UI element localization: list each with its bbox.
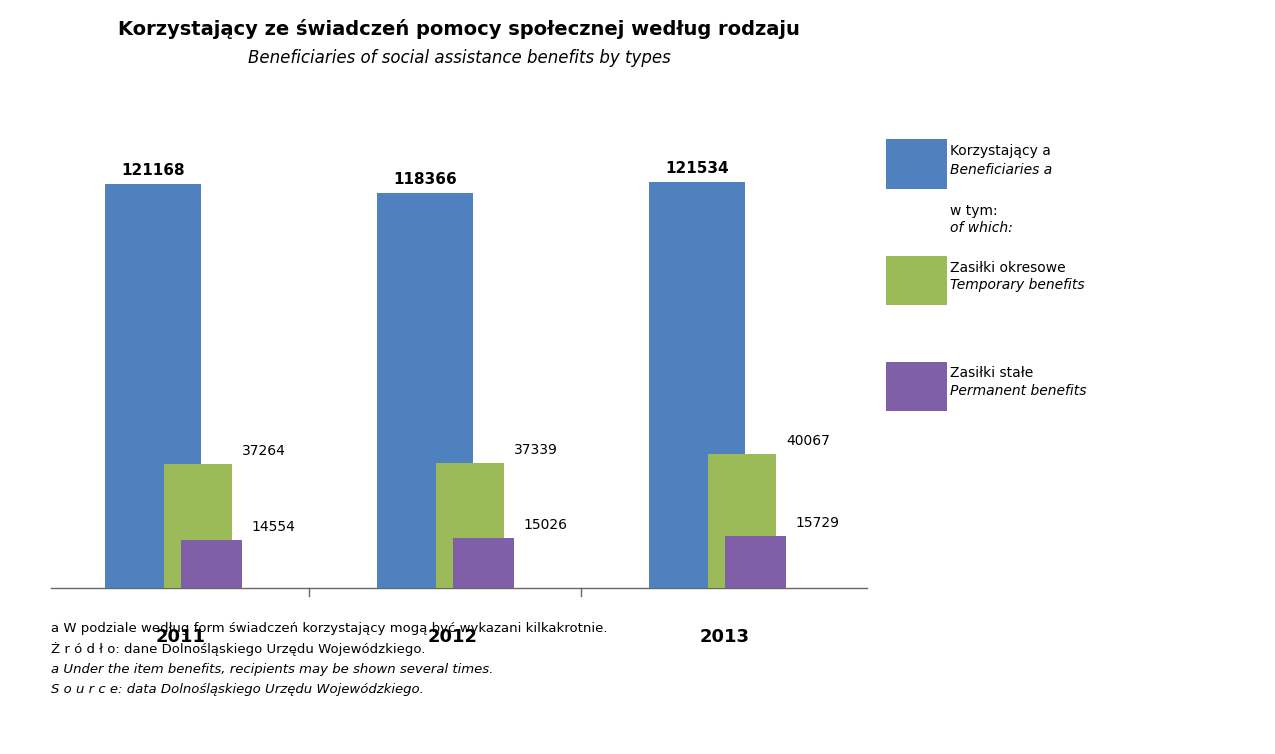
Text: 118366: 118366 xyxy=(393,172,456,187)
Text: Beneficiaries a: Beneficiaries a xyxy=(950,163,1052,176)
Text: Temporary benefits: Temporary benefits xyxy=(950,278,1085,292)
Text: Korzystający ze świadczeń pomocy społecznej według rodzaju: Korzystający ze świadczeń pomocy społecz… xyxy=(119,19,799,39)
Text: w tym:: w tym: xyxy=(950,204,997,218)
Text: a W podziale według form świadczeń korzystający mogą być wykazani kilkakrotnie.: a W podziale według form świadczeń korzy… xyxy=(51,622,607,635)
Text: Zasiłki stałe: Zasiłki stałe xyxy=(950,366,1033,380)
Text: Ż r ó d ł o: dane Dolnośląskiego Urzędu Wojewódzkiego.: Ż r ó d ł o: dane Dolnośląskiego Urzędu … xyxy=(51,642,426,657)
Bar xyxy=(453,538,514,588)
Text: 37264: 37264 xyxy=(242,443,286,458)
Text: Beneficiaries of social assistance benefits by types: Beneficiaries of social assistance benef… xyxy=(247,49,671,67)
Bar xyxy=(436,464,504,588)
Bar xyxy=(377,193,473,588)
Text: 121168: 121168 xyxy=(121,163,185,177)
Text: 121534: 121534 xyxy=(666,161,729,176)
Text: 2011: 2011 xyxy=(156,628,205,646)
Bar xyxy=(106,183,200,588)
Text: of which:: of which: xyxy=(950,221,1012,234)
Text: 2013: 2013 xyxy=(699,628,750,646)
Bar xyxy=(725,535,787,588)
Text: 14554: 14554 xyxy=(251,520,295,534)
Text: Zasiłki okresowe: Zasiłki okresowe xyxy=(950,261,1066,274)
Text: 40067: 40067 xyxy=(787,434,830,449)
Text: 15729: 15729 xyxy=(796,516,839,529)
Bar xyxy=(164,464,232,588)
Text: Korzystający a: Korzystający a xyxy=(950,144,1051,158)
Text: 15026: 15026 xyxy=(523,518,567,532)
Text: 2012: 2012 xyxy=(427,628,477,646)
Text: S o u r c e: data Dolnośląskiego Urzędu Wojewódzkiego.: S o u r c e: data Dolnośląskiego Urzędu … xyxy=(51,683,423,696)
Bar xyxy=(649,182,745,588)
Text: a Under the item benefits, recipients may be shown several times.: a Under the item benefits, recipients ma… xyxy=(51,663,493,676)
Text: 37339: 37339 xyxy=(514,443,558,458)
Text: Permanent benefits: Permanent benefits xyxy=(950,384,1086,397)
Bar xyxy=(708,455,776,588)
Bar xyxy=(181,540,242,588)
